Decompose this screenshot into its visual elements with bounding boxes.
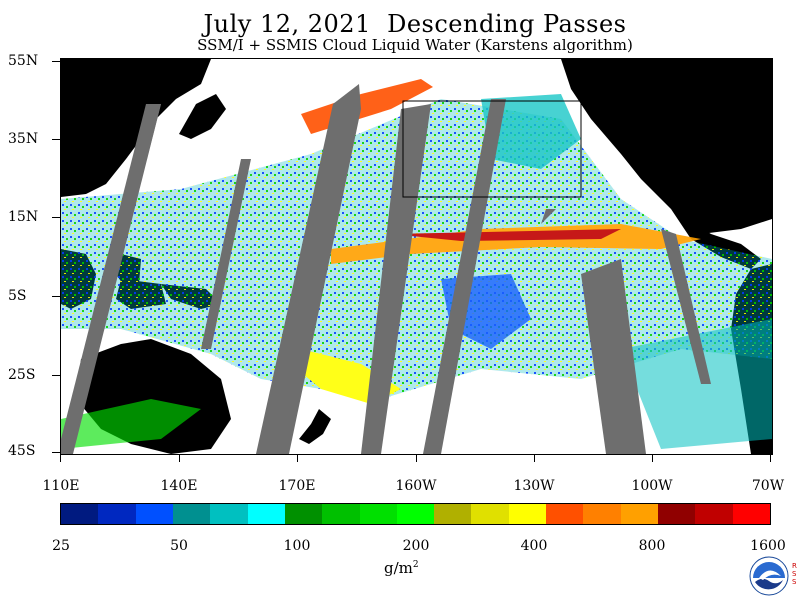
scale-label-1600: 1600 — [750, 538, 786, 554]
color-scale-segment — [471, 504, 509, 524]
lat-label-35n: 35N — [8, 131, 39, 147]
scale-label-400: 400 — [520, 538, 548, 554]
color-scale-segment — [396, 504, 435, 524]
color-scale-segment — [434, 504, 472, 524]
scale-label-100: 100 — [283, 538, 311, 554]
lon-label-170e: 170E — [278, 478, 316, 494]
map-subtitle: SSM/I + SSMIS Cloud Liquid Water (Karste… — [197, 36, 633, 54]
noaa-logo — [749, 556, 789, 596]
region-box — [402, 100, 582, 198]
lon-label-130w: 130W — [513, 478, 555, 494]
scale-label-200: 200 — [402, 538, 430, 554]
lat-tick — [52, 61, 60, 62]
lon-label-100w: 100W — [631, 478, 673, 494]
scale-label-50: 50 — [170, 538, 188, 554]
units-exponent: 2 — [412, 560, 419, 570]
color-scale-segment — [620, 504, 658, 524]
color-scale-segment — [98, 504, 136, 524]
color-scale-segment — [658, 504, 696, 524]
lon-tick — [416, 454, 417, 462]
lon-tick — [652, 454, 653, 462]
color-scale-segment — [284, 504, 323, 524]
color-scale-segment — [546, 504, 584, 524]
lat-label-55n: 55N — [8, 53, 39, 69]
units-label: g/m2 — [384, 559, 419, 577]
color-scale-segment — [61, 504, 99, 524]
lat-label-25s: 25S — [8, 367, 36, 383]
lon-label-70w: 70W — [751, 478, 785, 494]
lon-tick — [534, 454, 535, 462]
color-scale-segment — [322, 504, 360, 524]
lat-tick — [52, 296, 60, 297]
color-scale-segment — [732, 504, 770, 524]
color-scale-segment — [359, 504, 397, 524]
lat-tick — [52, 375, 60, 376]
color-scale-segment — [508, 504, 547, 524]
lat-label-15n: 15N — [8, 209, 39, 225]
lon-label-110e: 110E — [42, 478, 80, 494]
lon-tick — [179, 454, 180, 462]
color-scale-segment — [210, 504, 248, 524]
color-scale-bar — [60, 503, 771, 525]
cloud-liquid-water-map — [60, 58, 773, 455]
lat-tick — [52, 139, 60, 140]
lon-label-140e: 140E — [160, 478, 198, 494]
lat-label-45s: 45S — [8, 443, 36, 459]
color-scale-segment — [135, 504, 173, 524]
color-scale-segment — [695, 504, 733, 524]
scale-label-800: 800 — [638, 538, 666, 554]
scale-label-25: 25 — [52, 538, 70, 554]
map-title: July 12, 2021 Descending Passes — [203, 10, 627, 38]
lat-tick — [52, 217, 60, 218]
lon-tick — [770, 454, 771, 462]
lat-label-5s: 5S — [8, 288, 27, 304]
color-scale-segment — [583, 504, 621, 524]
lon-tick — [60, 454, 61, 462]
color-scale-segment — [172, 504, 211, 524]
data-gaps — [61, 84, 711, 454]
lon-label-160w: 160W — [395, 478, 437, 494]
lon-tick — [297, 454, 298, 462]
lat-tick — [52, 452, 60, 453]
color-scale-segment — [247, 504, 285, 524]
units-base: g/m — [384, 559, 413, 577]
